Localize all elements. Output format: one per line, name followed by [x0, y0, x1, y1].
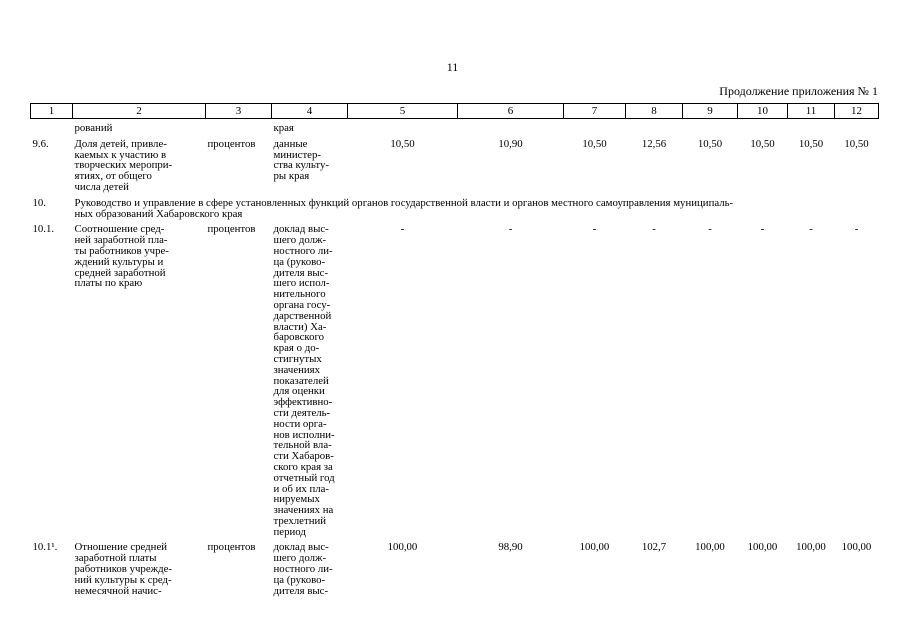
cell-source: края: [273, 122, 294, 134]
cell-unit: процентов: [207, 223, 256, 236]
continuation-note: Продолжение приложения № 1: [719, 84, 878, 98]
cell-value: 98,90: [498, 541, 523, 554]
cell-value: 10,50: [697, 137, 723, 150]
header-col-12: 12: [834, 103, 879, 119]
cell-unit: процентов: [207, 541, 256, 554]
header-col-7: 7: [563, 103, 626, 119]
table-row-continuation: рований края: [31, 119, 879, 135]
cell-name: Доля детей, привле- каемых к участию в т…: [74, 137, 173, 193]
header-col-4: 4: [271, 103, 348, 119]
table-row-10-1: 10.1. Соотношение сред- ней заработной п…: [31, 220, 879, 538]
cell-value: 100,00: [695, 541, 725, 554]
header-col-5: 5: [347, 103, 458, 119]
header-col-6: 6: [457, 103, 564, 119]
header-col-9: 9: [682, 103, 738, 119]
cell-value: 12,56: [641, 137, 667, 150]
cell-value: 100,00: [579, 541, 610, 554]
cell-name: Отношение средней заработной платы работ…: [74, 541, 172, 597]
cell-num: 10.1.: [32, 223, 55, 236]
cell-value: 10,90: [498, 137, 523, 150]
cell-value: 10,50: [582, 137, 607, 150]
cell-value: -: [592, 223, 597, 236]
header-col-1: 1: [30, 103, 73, 119]
cell-name: Соотношение сред- ней заработной пла- ты…: [74, 223, 169, 290]
cell-value: 10,50: [390, 137, 415, 150]
cell-source: данные министер- ства культу- ры края: [273, 137, 329, 183]
cell-num: 9.6.: [32, 137, 49, 150]
cell-value: 100,00: [747, 541, 778, 554]
header-col-8: 8: [625, 103, 683, 119]
table-header-row: 1 2 3 4 5 6 7 8 9 10 11 12: [30, 103, 879, 119]
cell-num: 10.: [32, 196, 47, 209]
page-number: 11: [446, 60, 459, 74]
cell-name: рований: [74, 122, 113, 134]
cell-value: -: [708, 223, 712, 236]
cell-value: 102,7: [641, 541, 667, 554]
cell-value: 10,50: [844, 137, 869, 150]
cell-source: доклад выс- шего долж- ностного ли- ца (…: [273, 541, 333, 597]
cell-num: [31, 119, 73, 135]
cell-value: 100,00: [387, 541, 418, 554]
cell-value: 10,50: [798, 137, 824, 150]
cell-value: 10,50: [750, 137, 775, 150]
cell-unit: процентов: [207, 137, 256, 150]
cell-value: 100,00: [796, 541, 826, 554]
cell-value: 100,00: [841, 541, 872, 554]
cell-num: 10.1¹.: [32, 541, 58, 554]
table-row-10-section: 10. Руководство и управление в сфере уст…: [31, 194, 879, 221]
cell-value: -: [400, 223, 405, 236]
header-col-3: 3: [205, 103, 272, 119]
header-col-11: 11: [787, 103, 835, 119]
table-row-9-6: 9.6. Доля детей, привле- каемых к участи…: [31, 135, 879, 194]
cell-unit: [206, 119, 272, 135]
indicators-table: 1 2 3 4 5 6 7 8 9 10 11 12 рований края: [30, 103, 879, 597]
cell-value: -: [508, 223, 513, 236]
table-row-10-1-sup1: 10.1¹. Отношение средней заработной плат…: [31, 538, 879, 597]
cell-source: доклад выс- шего долж- ностного ли- ца (…: [273, 223, 335, 538]
header-col-10: 10: [737, 103, 788, 119]
cell-value: -: [854, 223, 859, 236]
cell-value: -: [809, 223, 813, 236]
header-col-2: 2: [72, 103, 206, 119]
section-title: Руководство и управление в сфере установ…: [74, 196, 734, 220]
cell-value: -: [760, 223, 765, 236]
cell-value: -: [652, 223, 656, 236]
